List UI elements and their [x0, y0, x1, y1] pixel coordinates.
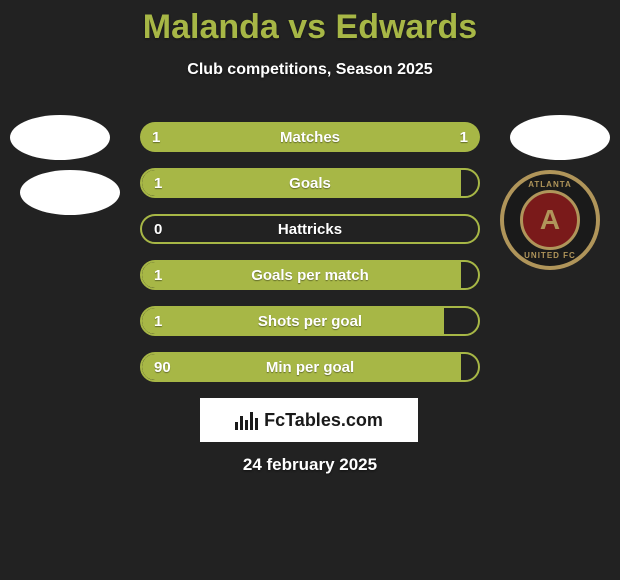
stats-container: 1Matches11Goals0Hattricks1Goals per matc… — [140, 122, 480, 398]
player-right-badge-1 — [510, 115, 610, 160]
club-badge-top-text: ATLANTA — [528, 180, 572, 189]
stat-row: 1Shots per goal — [140, 306, 480, 336]
player-left-badge-1 — [10, 115, 110, 160]
stat-label: Goals per match — [142, 267, 478, 284]
stat-row: 1Goals — [140, 168, 480, 198]
subtitle: Club competitions, Season 2025 — [0, 61, 620, 79]
stat-value-right: 1 — [460, 129, 468, 146]
page-title: Malanda vs Edwards — [0, 0, 620, 47]
stat-label: Min per goal — [142, 359, 478, 376]
date-label: 24 february 2025 — [0, 455, 620, 475]
club-badge-bottom-text: UNITED FC — [524, 251, 576, 260]
stat-label: Goals — [142, 175, 478, 192]
club-badge-letter: A — [520, 190, 580, 250]
logo-bars-icon — [235, 410, 258, 430]
stat-row: 90Min per goal — [140, 352, 480, 382]
logo-text: FcTables.com — [264, 410, 383, 431]
stat-label: Matches — [140, 129, 480, 146]
stat-label: Hattricks — [142, 221, 478, 238]
fctables-logo: FcTables.com — [200, 398, 418, 442]
stat-label: Shots per goal — [142, 313, 478, 330]
club-badge-atlanta: ATLANTA A UNITED FC — [500, 170, 600, 270]
stat-row: 0Hattricks — [140, 214, 480, 244]
stat-row: 1Goals per match — [140, 260, 480, 290]
player-left-badge-2 — [20, 170, 120, 215]
stat-row: 1Matches1 — [140, 122, 480, 152]
